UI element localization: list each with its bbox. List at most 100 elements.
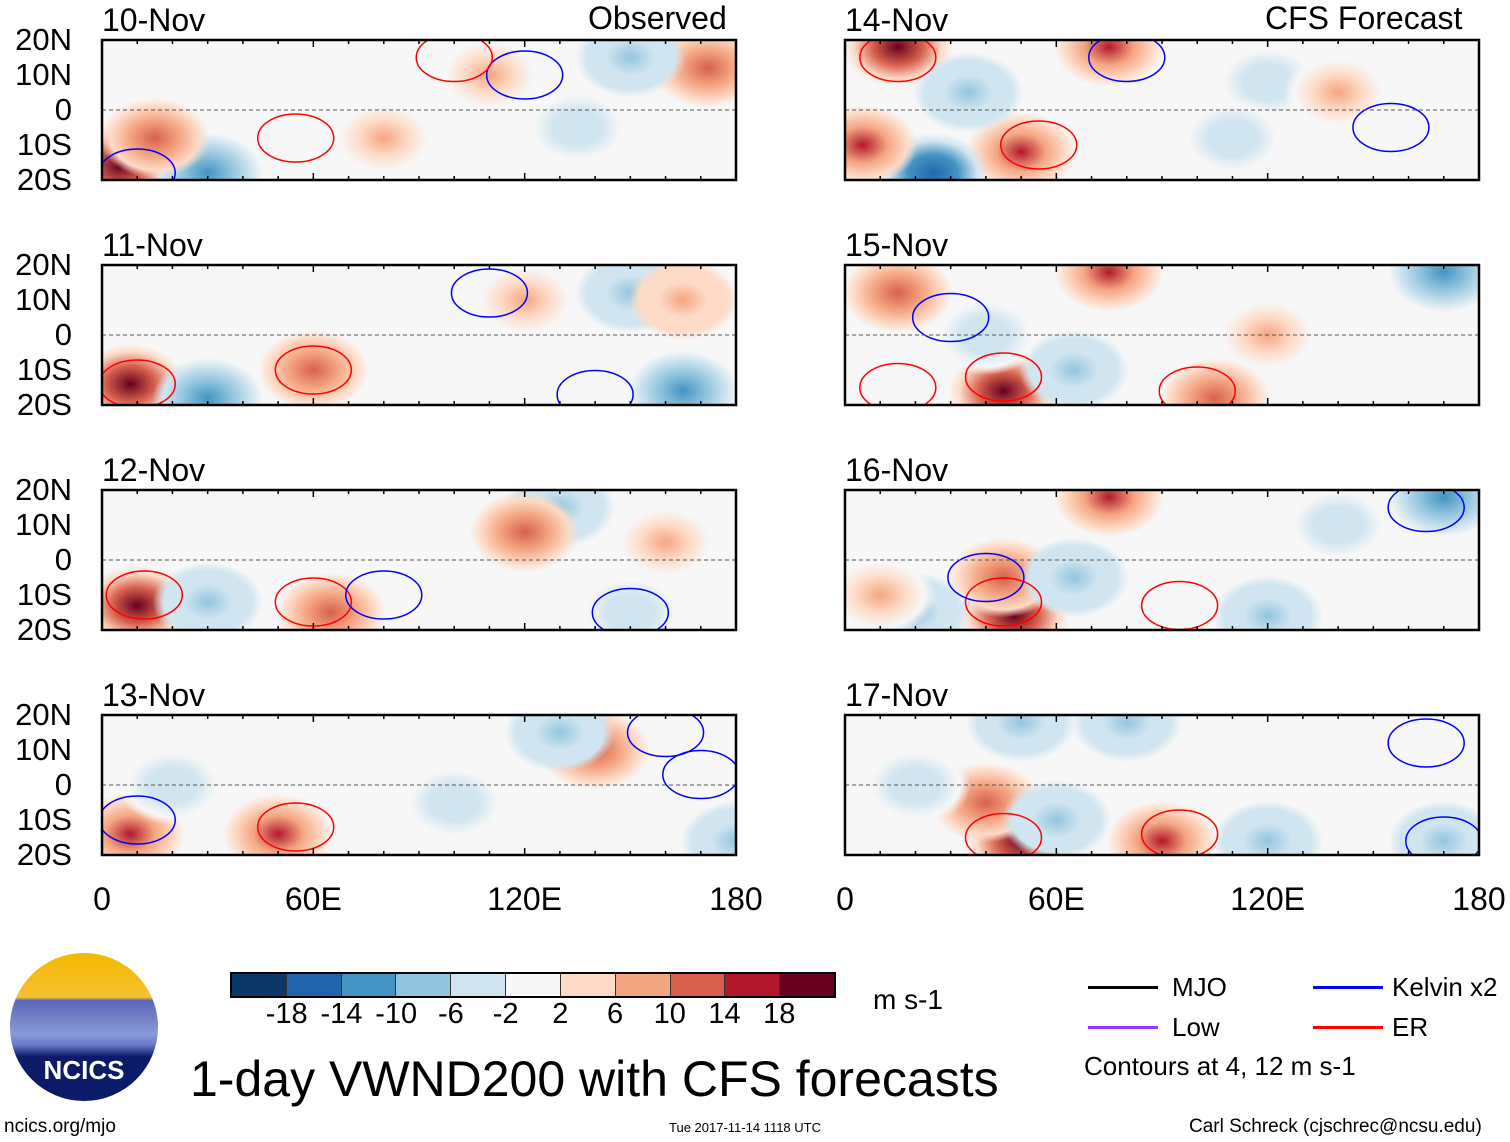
contour-line bbox=[1405, 816, 1479, 855]
wind-anomaly-blob bbox=[628, 265, 736, 340]
map-panel bbox=[843, 38, 1481, 182]
colorbar-tick-label: -14 bbox=[320, 998, 363, 1030]
contour-line bbox=[345, 570, 423, 620]
contour-line bbox=[485, 50, 564, 100]
contour-line bbox=[964, 352, 1043, 402]
y-tick-label: 20N bbox=[15, 697, 72, 732]
contour-line bbox=[859, 362, 937, 405]
figure-title: 1-day VWND200 with CFS forecasts bbox=[190, 1051, 999, 1107]
map-panel bbox=[100, 713, 738, 857]
y-tick-label: 20N bbox=[15, 22, 72, 57]
wind-anomaly-blob bbox=[1212, 801, 1323, 855]
contour-line bbox=[662, 749, 736, 800]
wind-anomaly-blob bbox=[1388, 801, 1479, 855]
map-panel bbox=[843, 488, 1481, 632]
colorbar-tick-label: -6 bbox=[438, 998, 464, 1030]
wind-anomaly-blob bbox=[275, 572, 386, 630]
wind-anomaly-blob bbox=[913, 52, 1024, 133]
wind-anomaly-blob bbox=[1177, 98, 1288, 178]
colorbar-swatch bbox=[450, 974, 506, 996]
contour-line bbox=[964, 812, 1043, 855]
contour-line bbox=[105, 570, 184, 620]
contour-line bbox=[626, 715, 705, 758]
colorbar-swatch bbox=[669, 974, 725, 996]
wind-anomaly-blob bbox=[1212, 576, 1323, 630]
colorbar-swatch bbox=[724, 974, 780, 996]
contour-line bbox=[1352, 102, 1430, 153]
panel-date-label: 12-Nov bbox=[102, 452, 206, 488]
y-tick-label: 10N bbox=[15, 732, 72, 767]
legend-label-low: Low bbox=[1172, 1012, 1220, 1042]
wind-anomaly-blob bbox=[845, 105, 918, 180]
contour-line bbox=[1158, 366, 1236, 405]
contour-line bbox=[591, 587, 670, 630]
wind-anomaly-blob bbox=[152, 562, 263, 630]
colorbar bbox=[230, 972, 836, 998]
colorbar-swatch bbox=[285, 974, 341, 996]
wind-anomaly-blob bbox=[1388, 265, 1479, 312]
x-tick-label: 60E bbox=[284, 881, 342, 917]
colorbar-tick-label: 2 bbox=[552, 998, 569, 1030]
contour-note: Contours at 4, 12 m s-1 bbox=[1084, 1051, 1356, 1081]
wind-anomaly-blob bbox=[610, 502, 721, 583]
y-tick-label: 10N bbox=[15, 282, 72, 317]
contour-line bbox=[1387, 718, 1465, 768]
wind-anomaly-blob bbox=[434, 40, 545, 115]
cfs-forecast-label: CFS Forecast bbox=[1265, 0, 1463, 36]
observed-label: Observed bbox=[588, 0, 727, 36]
wind-anomaly-blob bbox=[399, 762, 510, 843]
contour-line bbox=[274, 345, 353, 395]
colorbar-tick-label: -2 bbox=[492, 998, 519, 1030]
legend-label-kelvin: Kelvin x2 bbox=[1392, 972, 1498, 1002]
y-tick-label: 10N bbox=[15, 57, 72, 92]
colorbar-swatch bbox=[559, 974, 615, 996]
map-panel bbox=[843, 263, 1481, 407]
colorbar-swatch bbox=[505, 974, 560, 996]
wind-anomaly-blob bbox=[966, 715, 1077, 762]
colorbar-tick-label: -10 bbox=[375, 998, 418, 1030]
contour-line bbox=[1088, 40, 1166, 83]
contour-line bbox=[859, 40, 937, 83]
y-tick-label: 20N bbox=[15, 472, 72, 507]
colorbar-units: m s-1 bbox=[873, 984, 943, 1015]
wind-anomaly-blob bbox=[1283, 490, 1394, 565]
footer-url[interactable]: ncics.org/mjo bbox=[4, 1116, 116, 1137]
panel-date-label: 11-Nov bbox=[102, 227, 203, 263]
panel-date-label: 15-Nov bbox=[845, 227, 949, 263]
map-panel bbox=[100, 263, 738, 407]
x-tick-label: 180 bbox=[709, 881, 763, 917]
legend-label-mjo: MJO bbox=[1172, 972, 1227, 1002]
panel-date-label: 17-Nov bbox=[845, 677, 949, 713]
contour-line bbox=[999, 120, 1078, 170]
panel-date-label: 14-Nov bbox=[845, 2, 949, 38]
wind-anomaly-blob bbox=[628, 351, 736, 405]
y-tick-label: 0 bbox=[54, 542, 72, 577]
wind-anomaly-blob bbox=[152, 358, 263, 405]
wind-anomaly-blob bbox=[1107, 801, 1217, 855]
logo-text: NCICS bbox=[43, 1055, 125, 1085]
colorbar-tick-label: -18 bbox=[265, 998, 308, 1030]
legend-line-kelvin bbox=[1313, 986, 1383, 989]
colorbar-tick-label: 18 bbox=[763, 998, 796, 1030]
y-tick-label: 0 bbox=[54, 317, 72, 352]
footer-credit: Carl Schreck (cjschrec@ncsu.edu) bbox=[1189, 1116, 1482, 1137]
panel-date-label: 10-Nov bbox=[102, 2, 206, 38]
wind-anomaly-blob bbox=[575, 572, 686, 630]
wind-anomaly-blob bbox=[223, 794, 334, 855]
ncics-logo: NCICS bbox=[10, 953, 158, 1101]
wind-anomaly-blob bbox=[845, 555, 936, 630]
contour-line bbox=[415, 40, 493, 83]
contour-line bbox=[947, 552, 1025, 603]
y-tick-label: 20N bbox=[15, 247, 72, 282]
colorbar-swatch bbox=[614, 974, 670, 996]
contour-line bbox=[256, 802, 335, 852]
colorbar-swatch bbox=[395, 974, 451, 996]
contour-line bbox=[102, 795, 176, 845]
wind-anomaly-blob bbox=[1001, 780, 1112, 855]
x-tick-label: 0 bbox=[93, 881, 111, 917]
wind-anomaly-blob bbox=[102, 98, 210, 178]
footer-timestamp: Tue 2017-11-14 1118 UTC bbox=[669, 1120, 821, 1135]
x-tick-label: 60E bbox=[1027, 881, 1085, 917]
wind-anomaly-blob bbox=[1018, 537, 1129, 618]
